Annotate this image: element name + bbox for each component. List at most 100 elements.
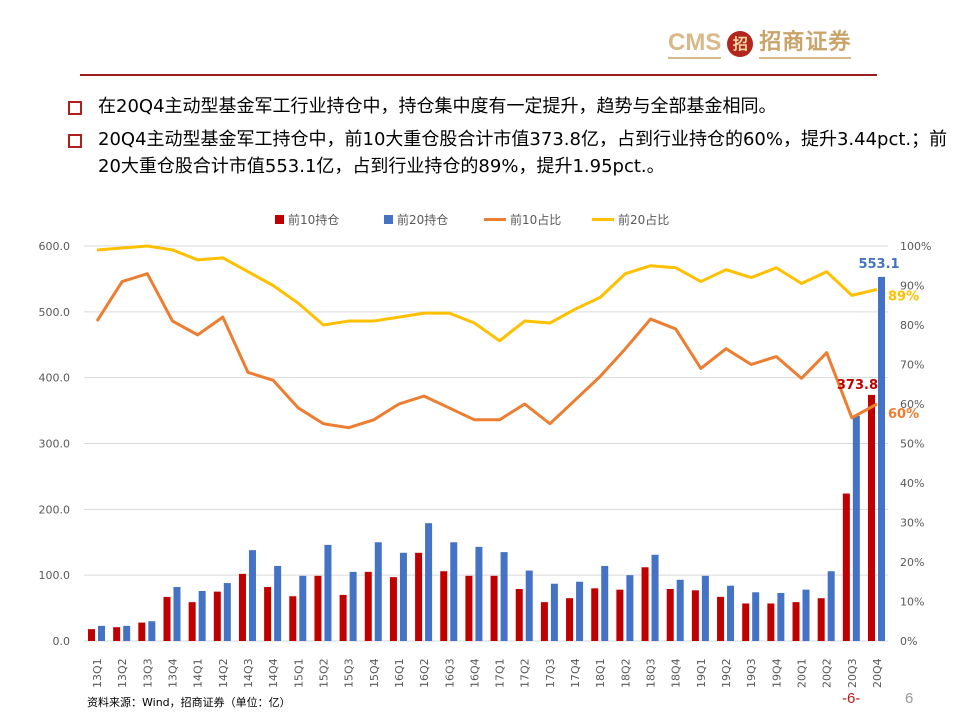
bullet-text: 在20Q4主动型基金军工行业持仓中，持仓集中度有一定提升，趋势与全部基金相同。	[98, 96, 777, 117]
label-top10-last: 373.8	[837, 378, 878, 393]
bar-top10	[339, 594, 347, 641]
bar-top10	[465, 575, 473, 641]
right-tick-label: 30%	[900, 517, 924, 530]
checkbox-bullet-icon	[68, 101, 82, 115]
bar-top20	[450, 542, 458, 641]
source-note: 资料来源：Wind，招商证券（单位：亿）	[87, 696, 291, 709]
bar-top20	[148, 621, 156, 641]
bar-top10	[616, 589, 624, 641]
bar-top10	[389, 577, 397, 641]
bar-top20	[500, 552, 508, 641]
bar-top10	[264, 587, 272, 641]
bar-top20	[802, 589, 810, 641]
bar-top10	[364, 571, 372, 641]
bar-top10	[666, 588, 674, 641]
bar-top20	[274, 565, 282, 641]
bar-top10	[717, 596, 725, 641]
x-tick-label: 18Q1	[594, 658, 607, 688]
legend-label: 前10占比	[510, 212, 561, 227]
x-tick-label: 20Q1	[796, 658, 809, 688]
legend-label: 前20持仓	[397, 212, 448, 227]
x-tick-label: 16Q2	[418, 658, 431, 688]
bar-top20	[223, 583, 231, 641]
bar-top10	[163, 596, 171, 641]
x-tick-label: 13Q3	[141, 658, 154, 688]
bars	[88, 276, 885, 641]
bar-top10	[515, 588, 523, 641]
x-axis: 13Q1 13Q2 13Q3 13Q4 14Q1 14Q2 14Q3 14Q4 15Q1 15Q2…	[91, 658, 884, 688]
gridlines	[84, 245, 888, 642]
x-tick-label: 17Q4	[569, 658, 582, 688]
left-tick-label: 100.0	[39, 569, 71, 582]
bullet-item: 20Q4主动型基金军工持仓中，前10大重仓股合计市值373.8亿，占到行业持仓的…	[68, 126, 948, 180]
left-tick-label: 200.0	[39, 503, 71, 516]
bar-top10	[238, 573, 246, 641]
bar-top20	[651, 554, 659, 641]
x-tick-label: 15Q3	[343, 658, 356, 688]
left-tick-label: 600.0	[39, 240, 71, 253]
bar-top20	[299, 575, 307, 641]
x-tick-label: 15Q2	[317, 658, 330, 688]
x-tick-label: 15Q1	[292, 658, 305, 688]
logo-latin: CMS	[668, 29, 722, 59]
x-tick-label: 16Q4	[468, 658, 481, 688]
bar-top10	[591, 588, 599, 641]
x-tick-label: 13Q4	[166, 658, 179, 688]
bar-top20	[827, 571, 835, 641]
left-tick-label: 300.0	[39, 438, 71, 451]
bar-top10	[691, 590, 699, 641]
bar-top20	[173, 587, 181, 641]
right-tick-label: 80%	[900, 319, 924, 332]
x-tick-label: 18Q4	[670, 658, 683, 688]
x-tick-label: 18Q2	[619, 658, 632, 688]
header-divider	[80, 74, 877, 76]
legend-label: 前20占比	[618, 212, 669, 227]
bar-top20	[425, 523, 433, 641]
bar-top10	[138, 622, 146, 641]
page-number: 6	[905, 690, 914, 707]
checkbox-bullet-icon	[68, 134, 82, 148]
left-axis: 0.0 100.0 200.0 300.0 400.0 500.0 600.0	[39, 240, 71, 648]
bar-top20	[525, 570, 533, 641]
label-top10-share-last: 60%	[888, 407, 919, 422]
bullet-text: 20Q4主动型基金军工持仓中，前10大重仓股合计市值373.8亿，占到行业持仓的…	[98, 129, 948, 177]
right-axis: 0% 10% 20% 30% 40% 50% 60% 70% 80% 90% 100%	[900, 240, 931, 648]
label-top20-share-last: 89%	[888, 289, 919, 304]
x-tick-label: 19Q3	[745, 658, 758, 688]
bar-top10	[314, 575, 322, 641]
bar-top20	[777, 592, 785, 641]
bar-top10	[188, 602, 196, 641]
bar-top20	[550, 583, 558, 641]
bar-top10	[415, 552, 423, 641]
legend-label: 前10持仓	[288, 212, 339, 227]
bar-top20	[752, 592, 760, 641]
left-tick-label: 0.0	[53, 635, 71, 648]
bar-top10	[767, 603, 775, 641]
right-tick-label: 70%	[900, 359, 924, 372]
bar-top20	[98, 625, 105, 641]
x-tick-label: 14Q2	[217, 658, 230, 688]
legend-swatch-icon	[384, 215, 393, 224]
x-tick-label: 20Q2	[821, 658, 834, 688]
left-tick-label: 400.0	[39, 372, 71, 385]
right-tick-label: 20%	[900, 556, 924, 569]
logo-badge-icon: 招	[727, 31, 754, 57]
bar-top20	[324, 544, 332, 641]
x-tick-label: 14Q4	[267, 658, 280, 688]
bar-top10	[817, 598, 825, 641]
x-tick-label: 20Q3	[846, 658, 859, 688]
line-top10-share	[95, 272, 878, 430]
bar-top20	[399, 552, 407, 641]
bar-top10	[566, 598, 574, 641]
x-tick-label: 19Q4	[770, 658, 783, 688]
x-tick-label: 17Q2	[519, 658, 532, 688]
bar-top10	[742, 603, 750, 641]
x-tick-label: 14Q1	[192, 658, 205, 688]
x-tick-label: 18Q3	[645, 658, 658, 688]
x-tick-label: 16Q3	[443, 658, 456, 688]
x-tick-label: 19Q1	[695, 658, 708, 688]
x-tick-label: 14Q3	[242, 658, 255, 688]
right-tick-label: 60%	[900, 398, 924, 411]
bar-top20	[374, 542, 382, 641]
